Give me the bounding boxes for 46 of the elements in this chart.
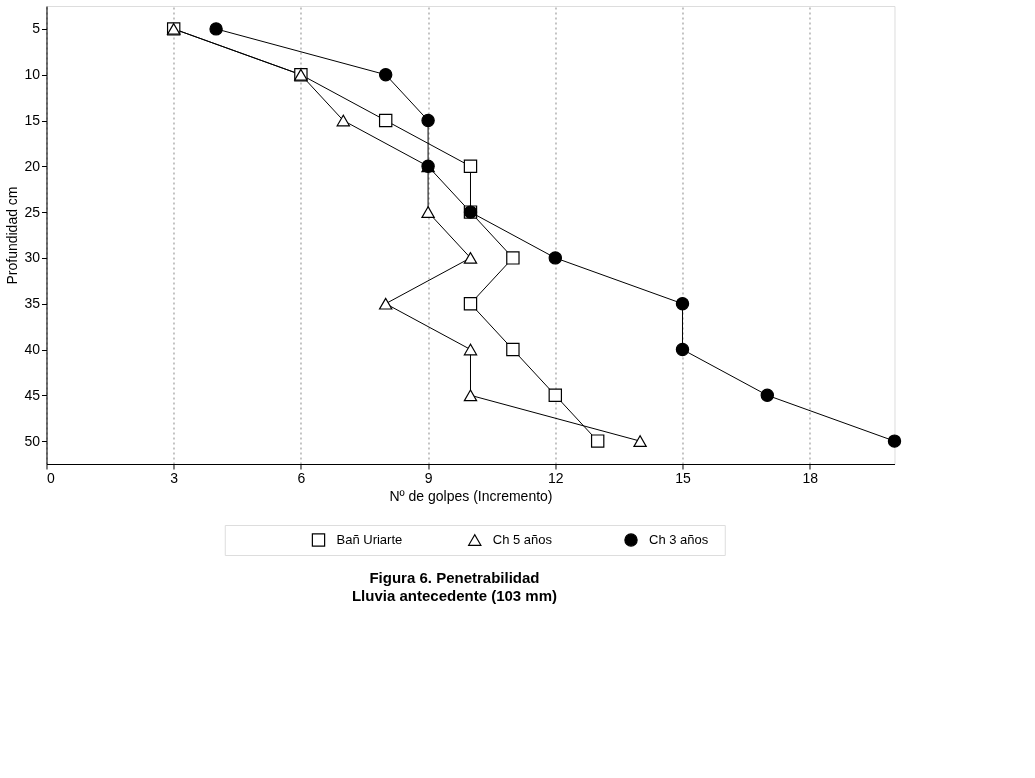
x-axis-title: Nº de golpes (Incremento) <box>389 487 553 504</box>
point <box>590 434 605 448</box>
point <box>463 296 478 311</box>
y-tick-label: 20 <box>24 157 41 174</box>
point <box>760 388 775 403</box>
point <box>548 251 563 265</box>
y-tick-label: 10 <box>24 66 41 83</box>
point <box>421 113 435 128</box>
text: Lluvia antecedente (103 mm) <box>351 586 557 604</box>
x-tick-label: 18 <box>802 469 819 486</box>
y-axis-title: Profundidad cm <box>4 186 21 285</box>
legend-label: Ch 5 años <box>492 532 553 547</box>
point <box>463 159 478 174</box>
x-tick-label: 12 <box>548 469 564 486</box>
y-tick-label: 50 <box>24 432 41 449</box>
point <box>336 114 351 127</box>
x-tick-label: 3 <box>170 469 179 486</box>
y-tick-label: 5 <box>32 20 41 37</box>
point <box>633 435 647 447</box>
point <box>463 252 478 264</box>
x-tick-label: 15 <box>675 469 691 486</box>
y-tick-label: 40 <box>24 341 41 357</box>
x-tick-label: 6 <box>297 469 306 486</box>
y-tick-label: 45 <box>24 386 41 403</box>
point <box>887 434 902 448</box>
x-tick-label: 0 <box>46 469 55 486</box>
point <box>463 343 478 356</box>
x-tick-label: 9 <box>424 469 433 486</box>
y-tick-label: 25 <box>24 203 41 220</box>
point <box>378 113 393 128</box>
point <box>506 251 520 265</box>
text: Figura 6. Penetrabilidad <box>369 568 540 586</box>
y-tick-label: 15 <box>24 112 41 128</box>
y-tick-label: 30 <box>24 249 41 266</box>
point <box>463 389 478 402</box>
y-tick-label: 35 <box>24 295 41 312</box>
legend-label: Ch 3 años <box>649 532 709 547</box>
point <box>378 297 393 310</box>
point <box>548 388 563 403</box>
point <box>209 22 223 36</box>
legend-label: Bañ Uriarte <box>336 532 403 547</box>
point <box>378 67 393 82</box>
point <box>675 296 690 311</box>
point <box>506 342 520 357</box>
point <box>421 206 435 218</box>
point <box>675 342 690 357</box>
